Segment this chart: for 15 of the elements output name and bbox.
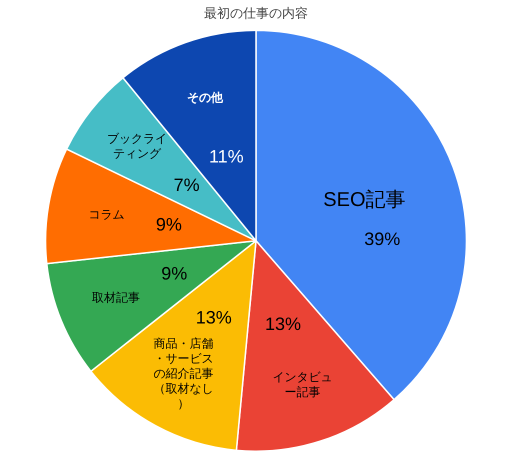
data-label: 39%	[364, 228, 400, 249]
data-label: 11%	[208, 146, 244, 167]
data-label: 9%	[161, 263, 188, 284]
data-label: 13%	[265, 314, 302, 334]
data-label: 7%	[174, 174, 200, 195]
chart-title: 最初の仕事の内容	[204, 5, 308, 20]
slice-label: 商品・店舗・サービスの紹介記事（取材なし）	[154, 336, 214, 410]
data-label: 13%	[196, 307, 232, 328]
slice-label: SEO記事	[323, 188, 406, 211]
data-label: 9%	[156, 214, 182, 235]
slice-label: インタビュー記事	[272, 370, 332, 399]
slice-label: その他	[187, 90, 224, 104]
slice-label: コラム	[88, 207, 125, 222]
slice-label: 取材記事	[92, 290, 140, 305]
slice-label: ブックライティング	[107, 132, 168, 161]
